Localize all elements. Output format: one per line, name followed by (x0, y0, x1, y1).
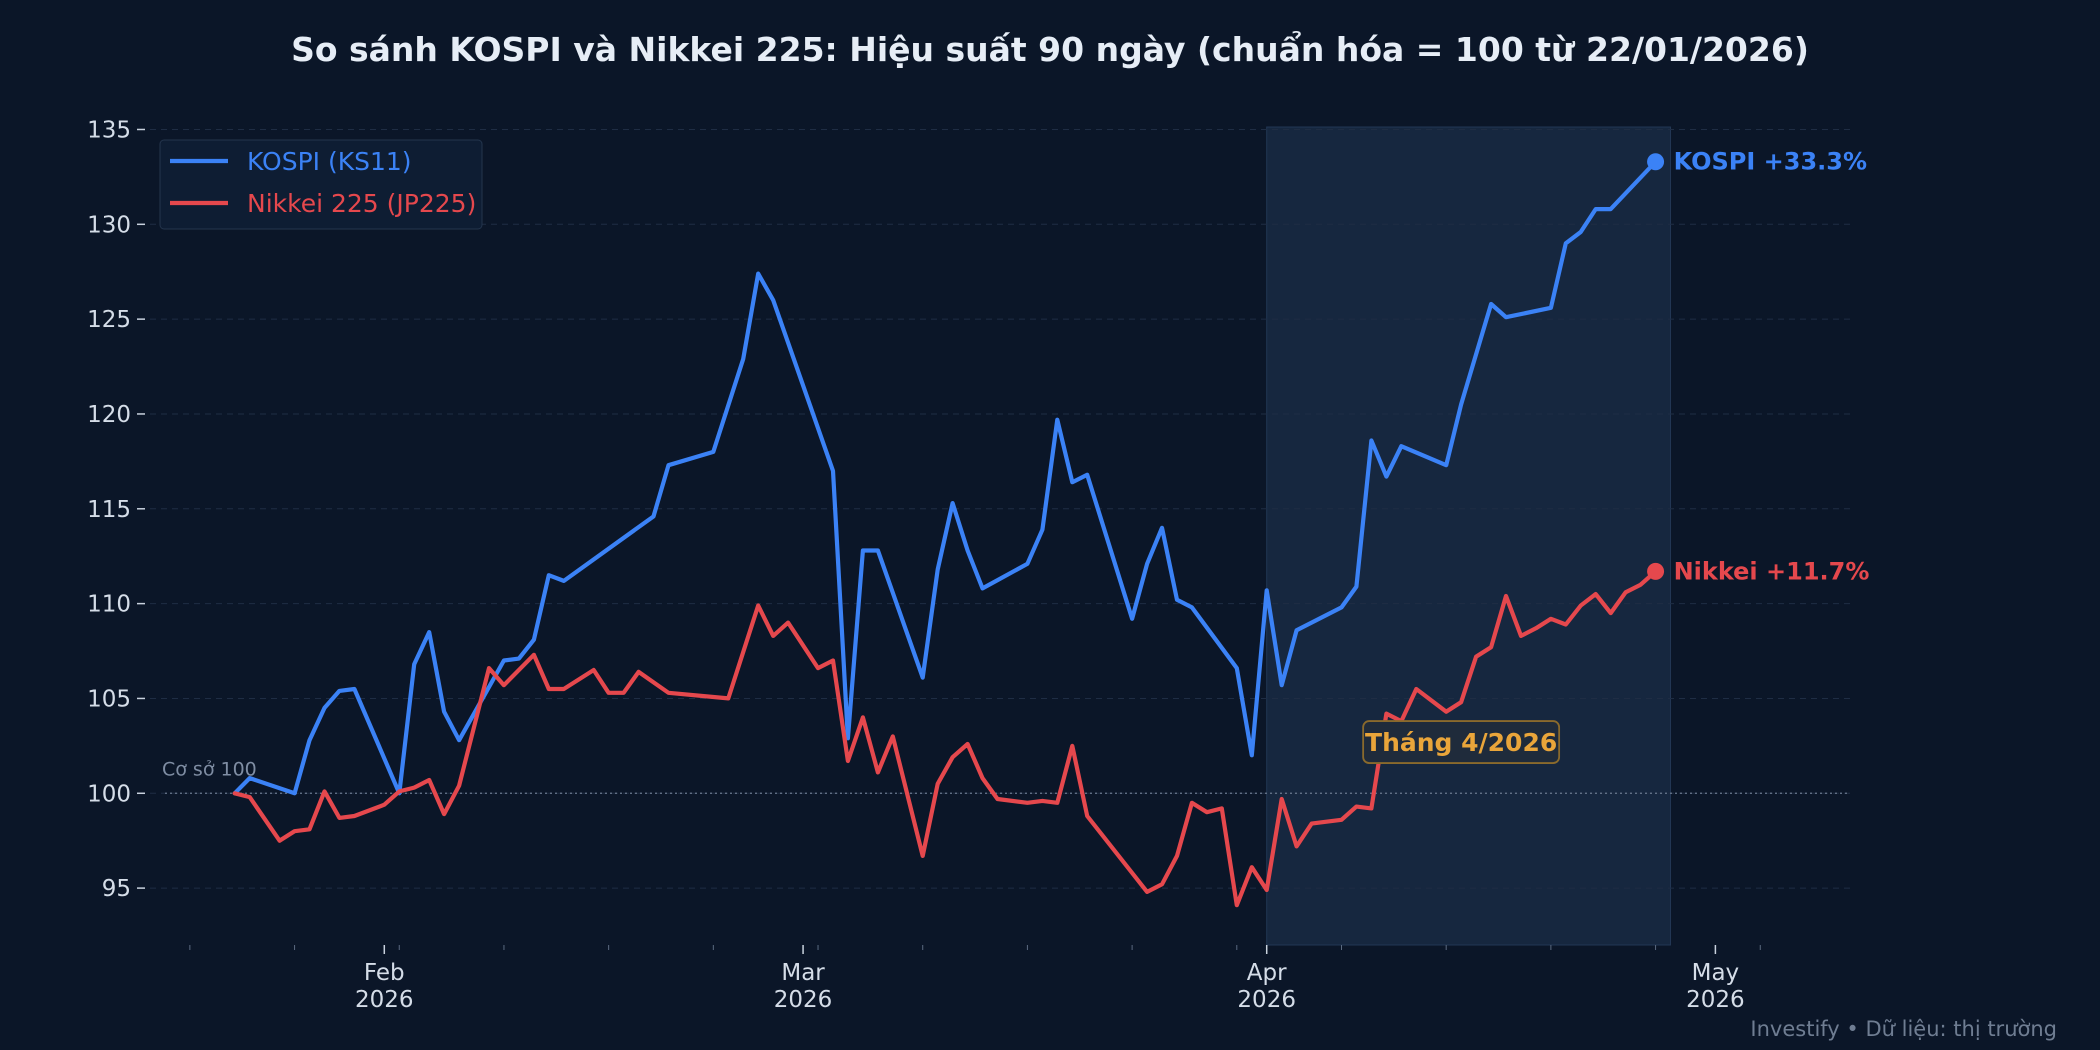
y-tick-label: 125 (87, 307, 131, 333)
annotation-label: Tháng 4/2026 (1365, 728, 1557, 757)
y-tick-label: 95 (102, 876, 131, 902)
x-tick-label-month: May (1692, 960, 1740, 986)
annotation-box (1362, 720, 1561, 764)
legend-box (159, 139, 483, 230)
x-tick-label-year: 2026 (355, 987, 414, 1013)
legend-label: KOSPI (KS11) (247, 147, 412, 176)
y-tick-label: 100 (87, 781, 131, 807)
x-tick-label-month: Mar (781, 960, 825, 986)
series-end-marker (1647, 153, 1665, 171)
y-tick-label: 110 (87, 592, 131, 618)
april-highlight-band (1266, 126, 1672, 946)
x-tick-label-year: 2026 (1237, 987, 1296, 1013)
x-tick-label-year: 2026 (1686, 987, 1745, 1013)
y-tick-label: 120 (87, 402, 131, 428)
axes: 95100105110115120125130135Feb2026Mar2026… (87, 117, 1761, 1013)
legend-label: Nikkei 225 (JP225) (247, 189, 476, 218)
y-tick-label: 135 (87, 117, 131, 143)
series-end-marker (1647, 562, 1665, 580)
baseline-label: Cơ sở 100 (162, 758, 257, 780)
series-end-label: KOSPI +33.3% (1674, 148, 1867, 176)
legend: KOSPI (KS11) Nikkei 225 (JP225) (159, 139, 483, 230)
footer-credit: Investify • Dữ liệu: thị trường (1750, 1017, 2057, 1041)
baseline: Cơ sở 100 (162, 758, 1850, 794)
annotations: Tháng 4/2026 (1362, 720, 1561, 764)
highlight-region (1266, 126, 1672, 946)
x-tick-label-year: 2026 (774, 987, 833, 1013)
x-tick-label-month: Apr (1247, 960, 1287, 986)
chart-title: So sánh KOSPI và Nikkei 225: Hiệu suất 9… (291, 29, 1809, 69)
y-tick-label: 130 (87, 212, 131, 238)
series-lines: KOSPI +33.3% Nikkei +11.7% (232, 148, 1870, 908)
y-tick-label: 115 (87, 497, 131, 523)
series-line-kospi (232, 159, 1658, 796)
y-tick-label: 105 (87, 686, 131, 712)
series-end-label: Nikkei +11.7% (1674, 557, 1870, 585)
x-tick-label-month: Feb (364, 960, 405, 986)
series-line-nikkei (232, 569, 1658, 908)
